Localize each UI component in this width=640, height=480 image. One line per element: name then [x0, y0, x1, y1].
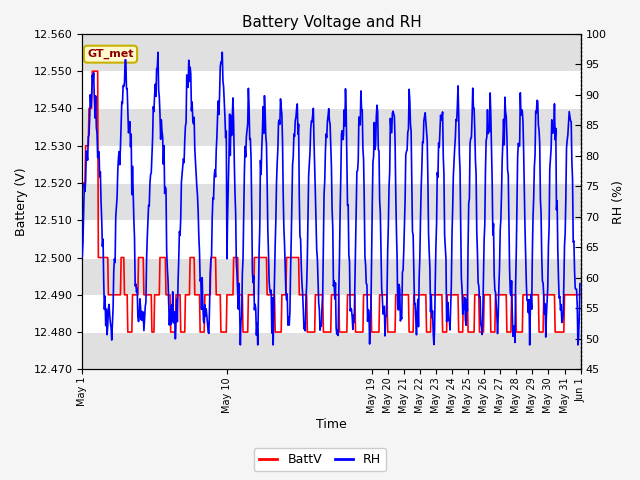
Y-axis label: RH (%): RH (%): [612, 180, 625, 224]
Bar: [83, 108, 580, 146]
Title: Battery Voltage and RH: Battery Voltage and RH: [241, 15, 421, 30]
Bar: [83, 183, 580, 220]
Legend: BattV, RH: BattV, RH: [253, 448, 387, 471]
Text: GT_met: GT_met: [87, 49, 134, 60]
Y-axis label: Battery (V): Battery (V): [15, 168, 28, 236]
Bar: [83, 258, 580, 295]
Bar: [83, 332, 580, 369]
X-axis label: Time: Time: [316, 419, 347, 432]
Bar: [83, 34, 580, 71]
